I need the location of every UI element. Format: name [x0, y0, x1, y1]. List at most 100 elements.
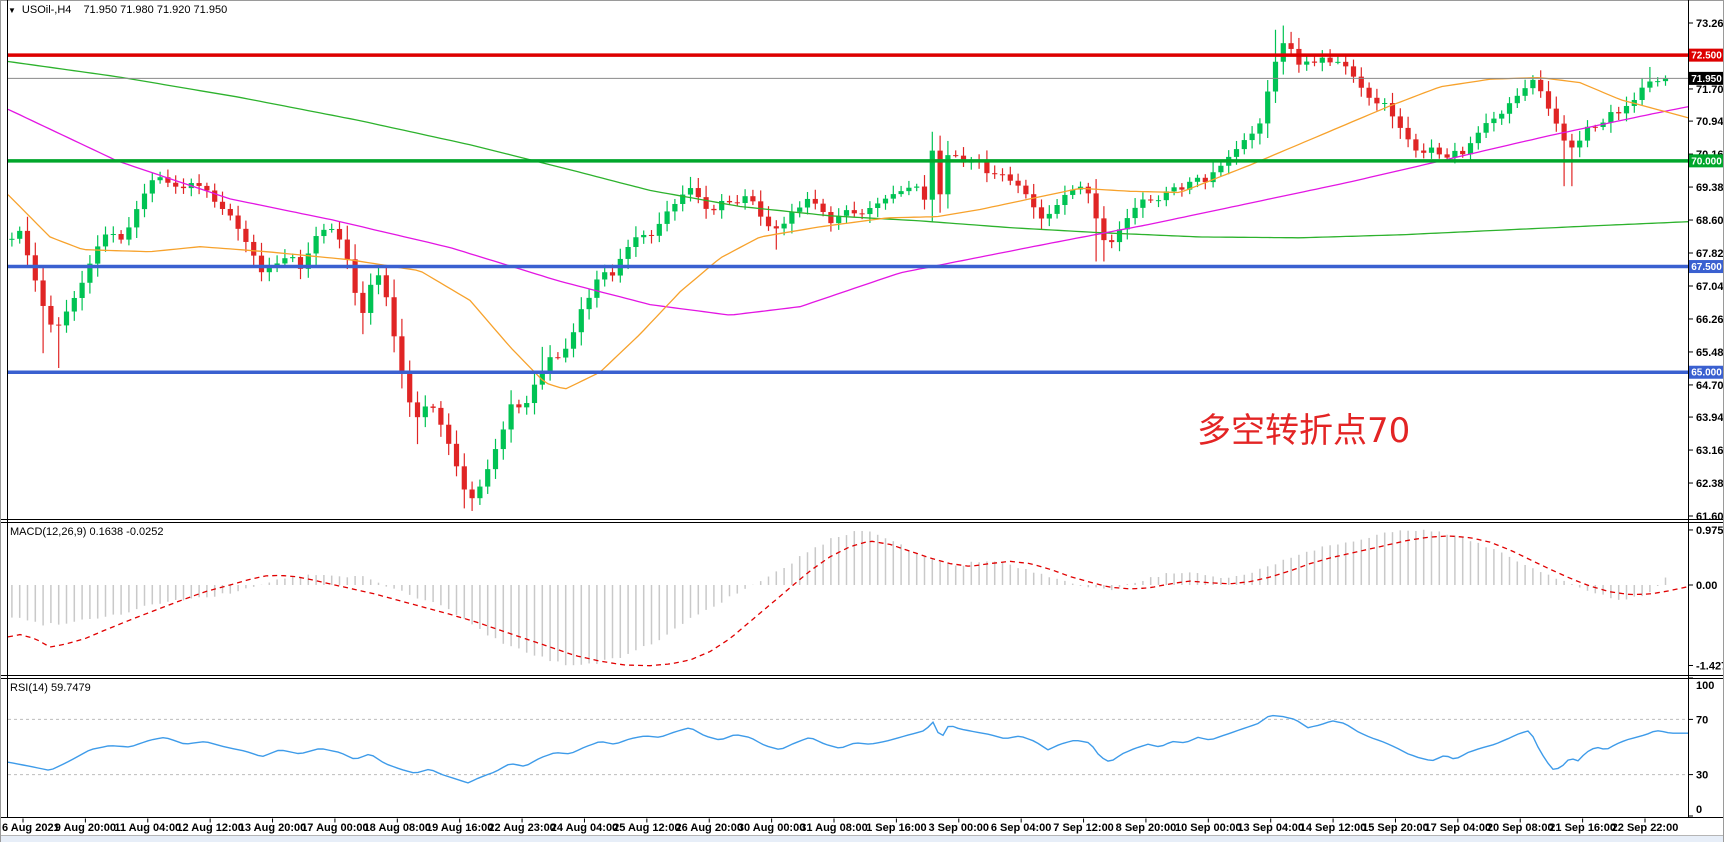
time-axis-label: 24 Aug 04:00 [551, 822, 618, 834]
candle-body [1046, 213, 1052, 219]
candle-body [750, 196, 756, 202]
candle-body [1358, 76, 1364, 88]
candle-body [719, 200, 725, 211]
candle-body [1124, 218, 1130, 230]
candle-body [1374, 97, 1380, 104]
candle-body [414, 402, 421, 418]
candle-body [477, 486, 483, 499]
time-axis-label: 30 Aug 00:00 [738, 822, 805, 834]
ma-medium-magenta[interactable] [7, 106, 1689, 316]
candle-body [1038, 207, 1045, 219]
candle-body [1413, 139, 1419, 151]
candle-body [1085, 186, 1091, 194]
candle-body [1499, 113, 1505, 119]
candle-body [9, 238, 15, 240]
candle-body [1187, 181, 1193, 190]
candle-body [945, 155, 951, 195]
candle-body [1155, 200, 1162, 202]
rsi-axis-label: 30 [1696, 770, 1708, 782]
symbol-dropdown-icon[interactable]: ▼ [8, 5, 16, 15]
candle-body [1272, 61, 1279, 92]
candle-body [56, 324, 62, 326]
candle-body [921, 186, 928, 200]
candle-body [1319, 57, 1325, 63]
candle-body [625, 247, 631, 259]
candle-body [297, 257, 304, 269]
ma-slow-green[interactable] [7, 60, 1689, 239]
time-axis-label: 6 Aug 2021 [2, 822, 60, 834]
time-axis-label: 11 Aug 04:00 [114, 822, 181, 834]
candle-body [1592, 126, 1598, 128]
candle-body [820, 203, 826, 212]
candles-layer [9, 25, 1669, 511]
candle-body [1335, 61, 1341, 63]
candle-body [578, 309, 584, 333]
candle-body [1241, 140, 1247, 150]
candle-body [773, 226, 779, 229]
candle-body [929, 150, 935, 200]
candle-body [836, 215, 842, 224]
price-axis-label: 70.940 [1696, 116, 1724, 128]
ma-fast-orange[interactable] [7, 76, 1689, 390]
candle-body [695, 188, 701, 198]
time-axis-label: 19 Aug 16:00 [426, 822, 493, 834]
macd-indicator-label: MACD(12,26,9) 0.1638 -0.0252 [10, 526, 164, 538]
candle-body [1265, 91, 1271, 124]
candle-body [17, 230, 23, 239]
candle-body [79, 282, 85, 298]
candle-body [1467, 143, 1474, 155]
candle-body [992, 173, 998, 175]
time-axis-label: 10 Sep 00:00 [1175, 822, 1242, 834]
price-axis[interactable]: 73.26071.70070.94070.16069.38068.60067.8… [1689, 18, 1724, 523]
price-axis-label: 63.940 [1696, 412, 1724, 424]
candle-body [984, 161, 990, 174]
candle-body [329, 228, 335, 230]
candle-body [563, 348, 569, 358]
macd-panel: 0.9759 0.00 -1.427 [7, 525, 1724, 672]
candle-body [703, 197, 709, 209]
candle-body [212, 190, 218, 202]
candle-body [687, 188, 694, 195]
candle-body [1140, 199, 1146, 208]
candle-body [586, 297, 592, 310]
candle-body [875, 203, 881, 208]
candle-body [196, 183, 202, 186]
candle-body [1397, 116, 1403, 128]
candle-body [407, 373, 413, 403]
candle-body [664, 211, 670, 224]
candle-body [235, 215, 241, 229]
time-axis-label: 17 Sep 04:00 [1425, 822, 1492, 834]
candle-body [446, 424, 452, 444]
annotation-text[interactable]: 多空转折点70 [1197, 411, 1411, 451]
candle-body [204, 185, 210, 191]
candle-body [1015, 180, 1021, 186]
candle-body [1023, 185, 1029, 195]
time-axis-label: 12 Aug 12:00 [176, 822, 243, 834]
candle-body [1350, 66, 1357, 77]
candle-body [656, 223, 662, 236]
candle-body [843, 210, 850, 216]
candle-body [1116, 229, 1123, 243]
candle-body [48, 305, 54, 325]
candle-body [282, 258, 288, 264]
candle-body [1382, 103, 1388, 105]
candle-body [258, 255, 265, 273]
candle-body [430, 406, 436, 408]
candle-body [828, 211, 834, 224]
candle-body [547, 357, 553, 374]
candle-body [937, 150, 943, 195]
candle-body [134, 209, 140, 228]
candle-body [71, 297, 77, 312]
candle-body [726, 200, 733, 203]
candle-body [352, 259, 358, 293]
price-axis-label: 64.700 [1696, 380, 1724, 392]
candle-body [485, 469, 491, 487]
candle-body [1389, 103, 1396, 117]
macd-signal-line [7, 535, 1689, 667]
price-axis-label: 68.600 [1696, 215, 1724, 227]
price-badge-label: 71.950 [1691, 74, 1722, 85]
candle-body [602, 272, 608, 280]
candle-body [243, 228, 249, 242]
